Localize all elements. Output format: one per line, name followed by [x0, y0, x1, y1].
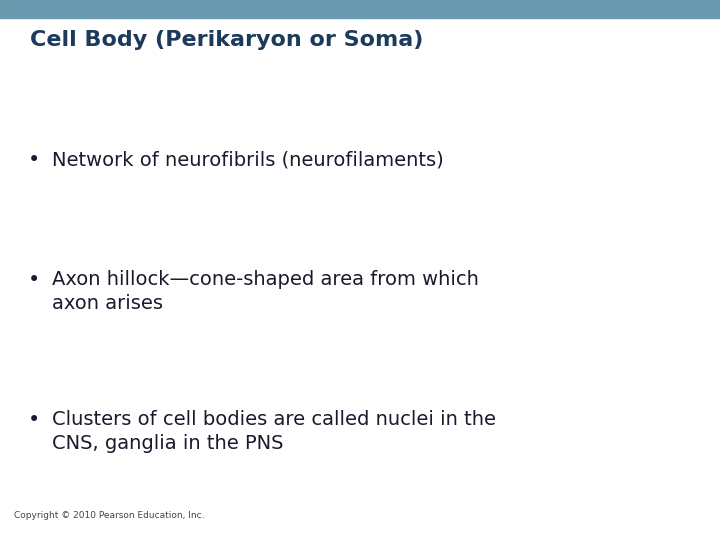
Text: Axon hillock—cone-shaped area from which
axon arises: Axon hillock—cone-shaped area from which…	[52, 270, 479, 313]
Text: Network of neurofibrils (neurofilaments): Network of neurofibrils (neurofilaments)	[52, 150, 444, 169]
Text: Copyright © 2010 Pearson Education, Inc.: Copyright © 2010 Pearson Education, Inc.	[14, 511, 204, 520]
Bar	[0, 0, 720, 18]
Text: Cell Body (Perikaryon or Soma): Cell Body (Perikaryon or Soma)	[30, 30, 423, 50]
Text: Clusters of cell bodies are called nuclei in the
CNS, ganglia in the PNS: Clusters of cell bodies are called nucle…	[52, 410, 496, 453]
Text: •: •	[28, 410, 40, 430]
Text: •: •	[28, 270, 40, 290]
Text: •: •	[28, 150, 40, 170]
